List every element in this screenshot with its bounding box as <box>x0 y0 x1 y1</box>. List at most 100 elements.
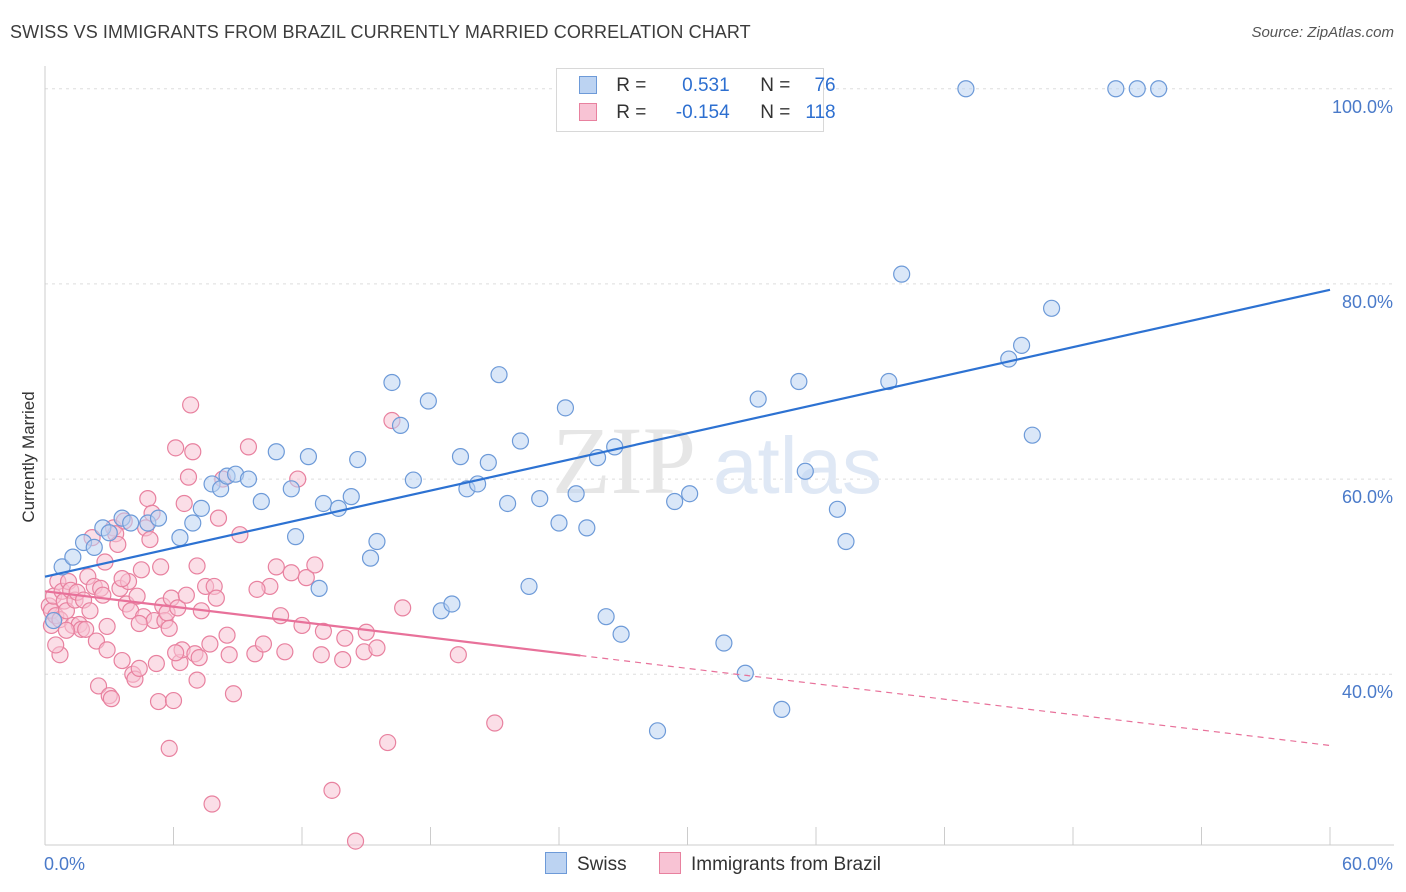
brazil-point <box>98 617 116 636</box>
swiss-point <box>606 438 624 456</box>
swiss-point <box>1000 350 1018 368</box>
swiss-point <box>252 492 270 511</box>
swiss-point <box>361 549 380 567</box>
legend-row-swiss: R = 0.531 N = 76 <box>579 75 836 99</box>
swiss-point <box>44 611 63 630</box>
brazil-point <box>207 589 225 607</box>
chart-title: SWISS VS IMMIGRANTS FROM BRAZIL CURRENTL… <box>10 22 751 42</box>
swiss-point <box>122 514 140 532</box>
brazil-point <box>394 599 412 617</box>
brazil-point <box>368 639 386 657</box>
legend-n-label: N = <box>760 102 791 123</box>
swiss-point <box>550 514 568 532</box>
brazil-point <box>188 671 206 689</box>
brazil-point <box>336 629 354 647</box>
brazil-swatch <box>579 103 597 121</box>
swiss-point <box>1107 80 1125 98</box>
swiss-point <box>282 480 300 498</box>
brazil-points <box>40 396 504 850</box>
axis-layer <box>44 66 1394 846</box>
brazil-trend-line <box>44 590 581 657</box>
swiss-point <box>184 514 202 532</box>
swiss-point <box>648 722 667 740</box>
swiss-point <box>567 485 585 503</box>
swiss-point <box>383 373 401 392</box>
brazil-point <box>81 602 99 620</box>
legend-item-swiss: Swiss <box>545 852 627 876</box>
brazil-point <box>224 685 243 703</box>
brazil-point <box>306 556 324 574</box>
brazil-point <box>130 614 148 633</box>
brazil-point <box>89 677 108 695</box>
swiss-point <box>773 700 791 718</box>
swiss-point <box>149 509 168 527</box>
y-axis-label: Currently Married <box>19 391 38 522</box>
swiss-point <box>531 489 549 508</box>
swiss-point <box>192 499 210 517</box>
brazil-point <box>297 569 315 587</box>
series-legend: Swiss Immigrants from Brazil <box>0 852 1406 878</box>
watermark-atlas: atlas <box>713 421 882 510</box>
swiss-point <box>578 519 596 537</box>
brazil-point <box>164 691 183 710</box>
swiss-point <box>499 494 517 513</box>
brazil-point <box>102 690 120 708</box>
grid-layer <box>45 88 1394 675</box>
trend-lines <box>44 288 1331 747</box>
legend-n-value: 76 <box>814 75 836 96</box>
swiss-point <box>715 634 733 652</box>
brazil-point <box>293 616 311 635</box>
brazil-point <box>139 489 157 508</box>
brazil-point <box>147 654 165 673</box>
brazil-point <box>98 641 116 659</box>
brazil-point <box>334 650 352 669</box>
brazil-point <box>449 646 467 664</box>
brazil-point <box>109 535 127 554</box>
brazil-point <box>167 439 185 457</box>
swiss-point <box>310 579 328 597</box>
swiss-point <box>749 390 767 408</box>
brazil-point <box>486 714 504 732</box>
swiss-point <box>404 471 422 489</box>
brazil-point <box>188 557 206 575</box>
brazil-point <box>220 646 238 664</box>
brazil-point <box>184 443 202 461</box>
swiss-point <box>1128 80 1146 98</box>
stats-legend: R = 0.531 N = 76 R = -0.154 N = 118 <box>556 68 836 132</box>
brazil-point <box>47 636 65 654</box>
swiss-point <box>681 485 699 503</box>
legend-r-value: 0.531 <box>682 75 730 96</box>
swiss-point <box>893 265 911 283</box>
brazil-point <box>167 644 185 662</box>
swiss-point <box>239 470 258 488</box>
brazil-point <box>357 623 375 641</box>
x-tick-label: 60.0% <box>1342 854 1393 874</box>
swiss-point <box>597 608 615 626</box>
brazil-legend-swatch <box>659 852 681 874</box>
brazil-point <box>190 649 208 667</box>
brazil-point <box>218 626 236 644</box>
brazil-point <box>314 622 333 640</box>
legend-label-brazil: Immigrants from Brazil <box>691 854 882 875</box>
swiss-legend-swatch <box>545 852 567 874</box>
swiss-point <box>267 443 285 461</box>
brazil-point <box>346 832 365 850</box>
swiss-swatch <box>579 76 597 94</box>
legend-n-label: N = <box>760 75 791 96</box>
swiss-point <box>479 453 497 472</box>
brazil-point <box>94 586 112 604</box>
swiss-point <box>511 432 530 450</box>
swiss-point <box>1150 80 1168 98</box>
swiss-point <box>828 500 847 518</box>
brazil-trend-line-extension <box>580 654 1331 747</box>
swiss-point <box>314 494 333 513</box>
swiss-point <box>796 462 814 480</box>
brazil-point <box>141 530 159 549</box>
brazil-point <box>282 564 300 582</box>
swiss-point <box>837 532 855 551</box>
brazil-point <box>77 620 95 638</box>
legend-r-label: R = <box>616 102 647 123</box>
brazil-point <box>152 558 170 576</box>
brazil-point <box>254 635 273 653</box>
y-tick-label: 60.0% <box>1342 487 1393 507</box>
